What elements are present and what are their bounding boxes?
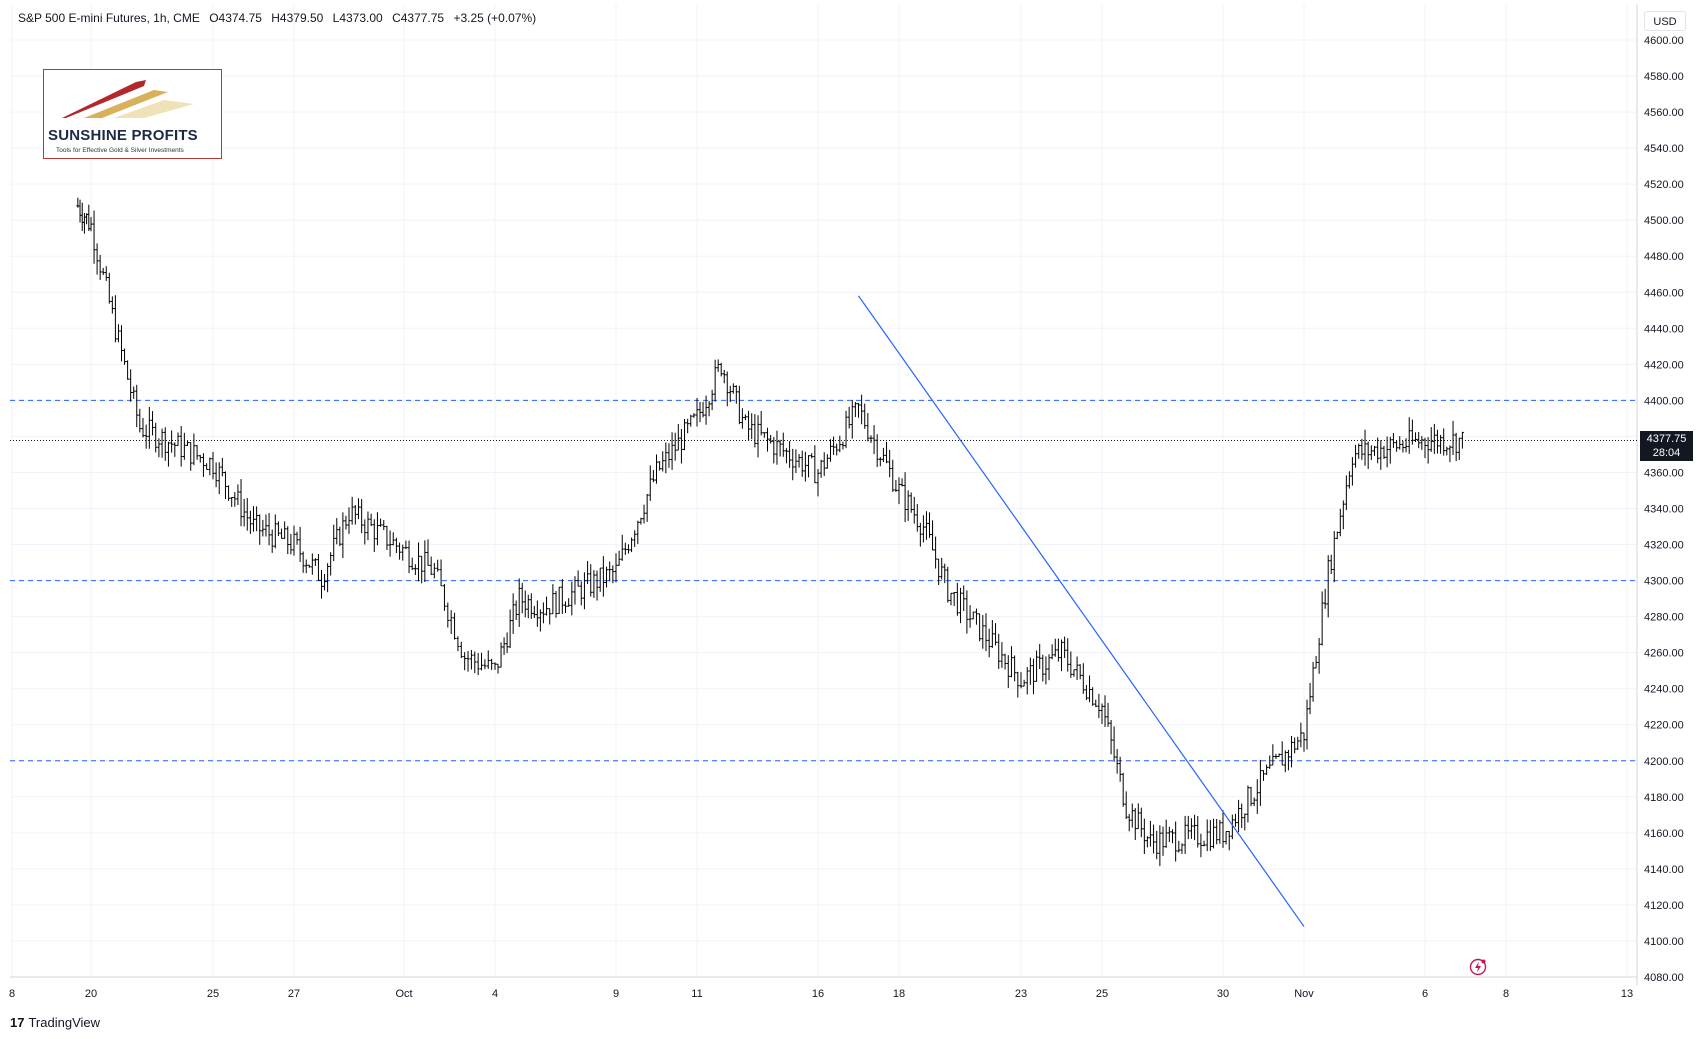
y-gridlines	[10, 39, 1637, 978]
change-value: +3.25 (+0.07%)	[453, 11, 537, 25]
open-value: O4374.75	[209, 11, 262, 25]
y-tick-label: 4440.00	[1644, 323, 1684, 335]
x-tick-label: 27	[288, 988, 300, 1000]
logo-swoosh-icon	[62, 80, 194, 118]
y-tick-label: 4160.00	[1644, 828, 1684, 840]
x-tick-label: 13	[1621, 988, 1633, 1000]
last-price-badge: 4377.75 28:04	[1640, 431, 1693, 462]
x-tick-label: 8	[1503, 988, 1509, 1000]
y-tick-label: 4320.00	[1644, 540, 1684, 552]
y-tick-label: 4360.00	[1644, 467, 1684, 479]
x-tick-label: 18	[893, 988, 905, 1000]
y-tick-label: 4280.00	[1644, 612, 1684, 624]
x-tick-label: 4	[492, 988, 498, 1000]
y-tick-label: 4500.00	[1644, 215, 1684, 227]
x-tick-label: 20	[85, 988, 97, 1000]
y-tick-label: 4540.00	[1644, 143, 1684, 155]
y-tick-label: 4240.00	[1644, 684, 1684, 696]
chart-header: S&P 500 E-mini Futures, 1h, CME O4374.75…	[18, 11, 542, 25]
y-tick-label: 4120.00	[1644, 900, 1684, 912]
x-tick-label: 16	[812, 988, 824, 1000]
x-tick-label: 23	[1015, 988, 1027, 1000]
y-tick-label: 4420.00	[1644, 359, 1684, 371]
last-price-value: 4377.75	[1646, 433, 1687, 446]
sunshine-profits-logo: SUNSHINE PROFITS Tools for Effective Gol…	[43, 69, 222, 159]
y-tick-label: 4340.00	[1644, 504, 1684, 516]
logo-tagline: Tools for Effective Gold & Silver Invest…	[56, 147, 184, 154]
y-tick-label: 4080.00	[1644, 972, 1684, 984]
y-tick-label: 4460.00	[1644, 287, 1684, 299]
x-tick-label: 11	[691, 988, 702, 1000]
currency-button[interactable]: USD	[1644, 11, 1686, 31]
y-tick-label: 4400.00	[1644, 395, 1684, 407]
x-gridlines	[11, 4, 1628, 977]
bar-countdown: 28:04	[1652, 447, 1681, 460]
x-tick-label: 6	[1422, 988, 1428, 1000]
x-tick-label: 30	[1217, 988, 1229, 1000]
y-tick-label: 4560.00	[1644, 107, 1684, 119]
support-resistance-levels	[10, 399, 1637, 762]
y-tick-label: 4200.00	[1644, 756, 1684, 768]
trendline	[858, 295, 1305, 927]
x-tick-label: 9	[613, 988, 619, 1000]
y-tick-label: 4580.00	[1644, 71, 1684, 83]
y-tick-label: 4140.00	[1644, 864, 1684, 876]
y-axis-labels: 4080.00 4100.00 4120.00 4140.00 4160.00 4180.…	[1644, 35, 1684, 984]
y-tick-label: 4180.00	[1644, 792, 1684, 804]
x-tick-label: 25	[207, 988, 219, 1000]
tradingview-logo-icon: 17	[10, 1015, 25, 1030]
x-tick-label: 25	[1096, 988, 1108, 1000]
y-tick-label: 4600.00	[1644, 35, 1684, 47]
trendline-group[interactable]	[858, 295, 1305, 927]
close-value: C4377.75	[392, 11, 445, 25]
lightning-icon[interactable]	[1469, 958, 1487, 976]
high-value: H4379.50	[271, 11, 324, 25]
y-tick-label: 4260.00	[1644, 648, 1684, 660]
tradingview-brand: TradingView	[28, 1015, 101, 1030]
logo-brand-text: SUNSHINE PROFITS	[48, 127, 198, 144]
x-axis-labels: 8 20 25 27 Oct 4 9 11 16 18 23 25 30 Nov 6 8 13	[9, 988, 1633, 1000]
symbol-label[interactable]: S&P 500 E-mini Futures, 1h, CME	[18, 11, 200, 25]
x-tick-label: Nov	[1294, 988, 1314, 1000]
low-value: L4373.00	[332, 11, 383, 25]
x-tick-label: 8	[9, 988, 15, 1000]
y-tick-label: 4220.00	[1644, 720, 1684, 732]
y-tick-label: 4100.00	[1644, 936, 1684, 948]
y-tick-label: 4520.00	[1644, 179, 1684, 191]
y-tick-label: 4300.00	[1644, 576, 1684, 588]
tradingview-footer[interactable]: 17 TradingView	[10, 1015, 100, 1030]
x-tick-label: Oct	[395, 988, 412, 1000]
y-tick-label: 4480.00	[1644, 251, 1684, 263]
price-bars	[76, 197, 1464, 867]
